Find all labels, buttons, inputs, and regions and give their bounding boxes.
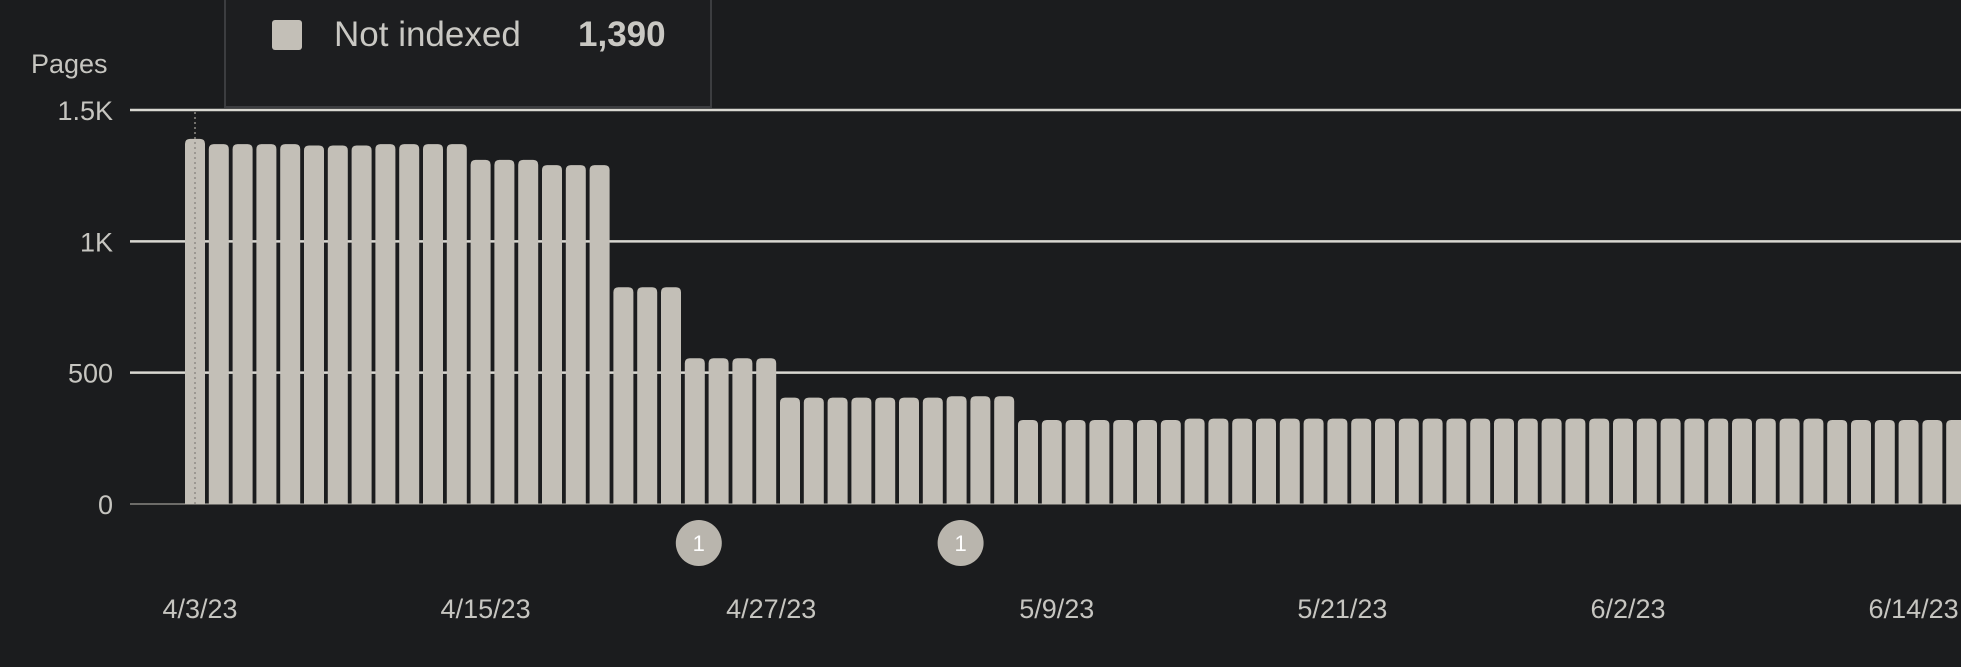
bar-5/23/23[interactable]: [1375, 418, 1395, 504]
bar-5/15/23[interactable]: [1184, 418, 1205, 504]
annotation-marker[interactable]: [937, 520, 984, 566]
bar-6/8/23[interactable]: [1755, 418, 1776, 504]
bar-4/10/23[interactable]: [351, 145, 372, 504]
bar-5/21/23[interactable]: [1327, 418, 1348, 504]
bar-5/11/23[interactable]: [1089, 419, 1110, 504]
bar-5/8/23[interactable]: [1018, 419, 1038, 504]
x-tick-label: 5/21/23: [1297, 594, 1387, 624]
annotation-marker[interactable]: [675, 520, 722, 566]
bar-6/16/23[interactable]: [1946, 419, 1961, 504]
bar-5/13/23[interactable]: [1137, 419, 1157, 504]
bar-5/17/23[interactable]: [1232, 418, 1253, 504]
bar-4/29/23[interactable]: [803, 397, 824, 504]
bar-6/14/23[interactable]: [1898, 419, 1919, 504]
bar-6/4/23[interactable]: [1660, 418, 1681, 504]
x-tick-label: 5/9/23: [1019, 594, 1094, 624]
bar-6/1/23[interactable]: [1589, 418, 1610, 504]
bar-4/25/23[interactable]: [708, 358, 729, 504]
bar-5/27/23[interactable]: [1470, 418, 1491, 504]
bar-5/20/23[interactable]: [1303, 418, 1324, 504]
bar-4/3/23[interactable]: [185, 138, 205, 505]
bar-4/28/23[interactable]: [780, 397, 800, 504]
bar-5/7/23[interactable]: [994, 396, 1015, 504]
bar-4/8/23[interactable]: [304, 145, 324, 504]
bar-4/15/23[interactable]: [470, 159, 491, 504]
bar-6/3/23[interactable]: [1636, 418, 1657, 504]
bar-5/12/23[interactable]: [1113, 419, 1134, 504]
bar-4/18/23[interactable]: [542, 165, 562, 504]
bar-6/12/23[interactable]: [1851, 419, 1871, 504]
bar-5/29/23[interactable]: [1517, 418, 1538, 504]
bar-6/13/23[interactable]: [1874, 419, 1895, 504]
x-tick-label: 4/3/23: [162, 594, 237, 624]
bar-4/6/23[interactable]: [256, 144, 277, 504]
bar-4/5/23[interactable]: [232, 144, 253, 504]
bar-5/16/23[interactable]: [1208, 418, 1229, 504]
y-axis-label: Pages: [31, 49, 108, 79]
bar-4/23/23[interactable]: [661, 287, 681, 504]
bar-5/26/23[interactable]: [1446, 418, 1467, 504]
bar-4/21/23[interactable]: [613, 287, 634, 504]
bar-6/2/23[interactable]: [1613, 418, 1633, 504]
bar-5/3/23[interactable]: [899, 397, 919, 504]
bar-6/6/23[interactable]: [1708, 418, 1729, 504]
annotation-count: 1: [693, 531, 705, 556]
bar-4/30/23[interactable]: [827, 397, 848, 504]
bar-4/12/23[interactable]: [399, 144, 420, 504]
x-tick-label: 6/14/23: [1869, 594, 1959, 624]
bar-4/7/23[interactable]: [280, 144, 301, 504]
bar-5/30/23[interactable]: [1541, 418, 1562, 504]
bar-4/26/23[interactable]: [732, 358, 753, 504]
bar-5/9/23[interactable]: [1041, 419, 1062, 504]
bar-6/15/23[interactable]: [1922, 419, 1943, 504]
legend-swatch: [272, 20, 302, 50]
bar-6/5/23[interactable]: [1684, 418, 1705, 504]
bar-4/13/23[interactable]: [423, 144, 443, 504]
axis-layer: Pages 0 500 1K 1.5K 4/3/23 4/15/23 4/27/23 5/9/…: [31, 49, 1959, 624]
bar-5/18/23[interactable]: [1256, 418, 1276, 504]
bars-layer: [185, 112, 1961, 505]
bar-6/10/23[interactable]: [1803, 418, 1824, 504]
x-tick-label: 4/15/23: [441, 594, 531, 624]
bar-5/6/23[interactable]: [970, 396, 991, 504]
bar-5/31/23[interactable]: [1565, 418, 1586, 504]
y-tick-label: 1.5K: [57, 96, 113, 126]
bar-4/11/23[interactable]: [375, 144, 396, 504]
tooltip-value: 1,390: [578, 15, 666, 54]
y-tick-label: 0: [98, 490, 113, 520]
bar-5/4/23[interactable]: [922, 397, 943, 504]
bar-5/25/23[interactable]: [1422, 418, 1443, 504]
bar-4/27/23[interactable]: [756, 358, 777, 504]
bar-4/24/23[interactable]: [684, 358, 705, 504]
annotation-count: 1: [954, 531, 966, 556]
bar-4/20/23[interactable]: [589, 165, 610, 504]
bar-5/1/23[interactable]: [851, 397, 872, 504]
tooltip-series-label: Not indexed: [334, 15, 521, 54]
bar-5/19/23[interactable]: [1279, 418, 1300, 504]
hover-tooltip: Not indexed 1,390: [224, 0, 712, 108]
bar-4/9/23[interactable]: [327, 145, 348, 504]
bar-4/14/23[interactable]: [446, 144, 467, 504]
bar-5/10/23[interactable]: [1065, 419, 1086, 504]
bar-4/19/23[interactable]: [565, 165, 586, 504]
y-tick-label: 500: [68, 359, 113, 389]
bar-6/9/23[interactable]: [1779, 418, 1800, 504]
x-tick-label: 4/27/23: [726, 594, 816, 624]
bar-5/14/23[interactable]: [1160, 419, 1181, 504]
bar-5/24/23[interactable]: [1398, 418, 1419, 504]
bar-6/11/23[interactable]: [1827, 419, 1848, 504]
bar-5/28/23[interactable]: [1494, 418, 1514, 504]
bar-5/2/23[interactable]: [875, 397, 896, 504]
bar-4/22/23[interactable]: [637, 287, 658, 504]
bar-4/17/23[interactable]: [518, 159, 539, 504]
bar-4/4/23[interactable]: [208, 144, 229, 504]
x-tick-label: 6/2/23: [1590, 594, 1665, 624]
y-tick-label: 1K: [80, 227, 113, 257]
bar-4/16/23[interactable]: [494, 159, 515, 504]
bar-6/7/23[interactable]: [1732, 418, 1752, 504]
bar-5/5/23[interactable]: [946, 396, 967, 504]
bar-5/22/23[interactable]: [1351, 418, 1372, 504]
